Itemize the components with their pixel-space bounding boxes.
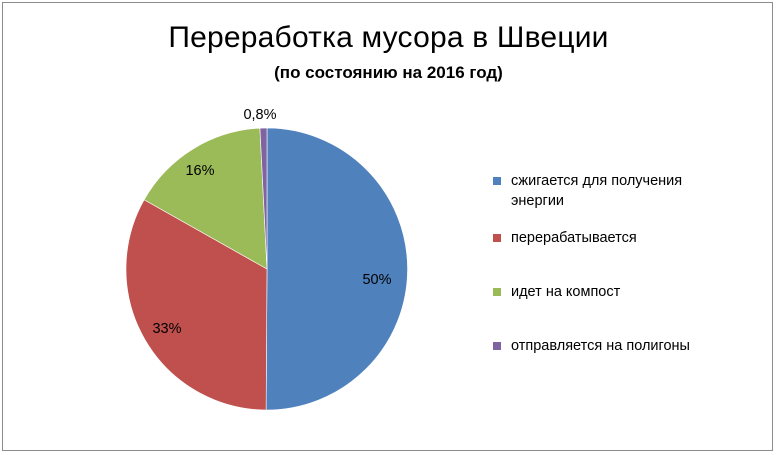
pie-slice-recycled <box>125 199 268 411</box>
legend-label-energy: сжигается для получения энергии <box>511 173 683 209</box>
legend-swatch-energy <box>493 177 501 185</box>
legend-swatch-compost <box>493 288 501 296</box>
legend-item-recycled: перерабатывается <box>493 228 733 248</box>
legend: сжигается для получения энергии перераба… <box>493 171 733 356</box>
legend-label-recycled: перерабатывается <box>511 230 637 246</box>
pie-chart: 50% 33% 16% 0,8% <box>125 107 408 411</box>
chart-title: Переработка мусора в Швеции <box>168 21 609 54</box>
pie-slice-landfill <box>259 127 268 270</box>
chart-frame: Переработка мусора в Швеции (по состояни… <box>2 2 773 451</box>
data-label-compost: 16% <box>185 163 214 179</box>
legend-label-compost: идет на компост <box>511 284 621 300</box>
pie-slice-compost <box>143 127 268 270</box>
data-label-energy: 50% <box>362 272 391 288</box>
legend-item-energy: сжигается для получения энергии <box>493 171 733 211</box>
data-label-recycled: 33% <box>152 321 181 337</box>
data-label-landfill: 0,8% <box>243 107 276 123</box>
legend-item-compost: идет на компост <box>493 282 733 302</box>
chart-subtitle: (по состоянию на 2016 год) <box>274 63 503 82</box>
pie-slice-energy <box>265 127 408 411</box>
legend-swatch-landfill <box>493 342 501 350</box>
legend-label-landfill: отправляется на полигоны <box>511 338 690 354</box>
legend-swatch-recycled <box>493 234 501 242</box>
legend-item-landfill: отправляется на полигоны <box>493 336 733 356</box>
